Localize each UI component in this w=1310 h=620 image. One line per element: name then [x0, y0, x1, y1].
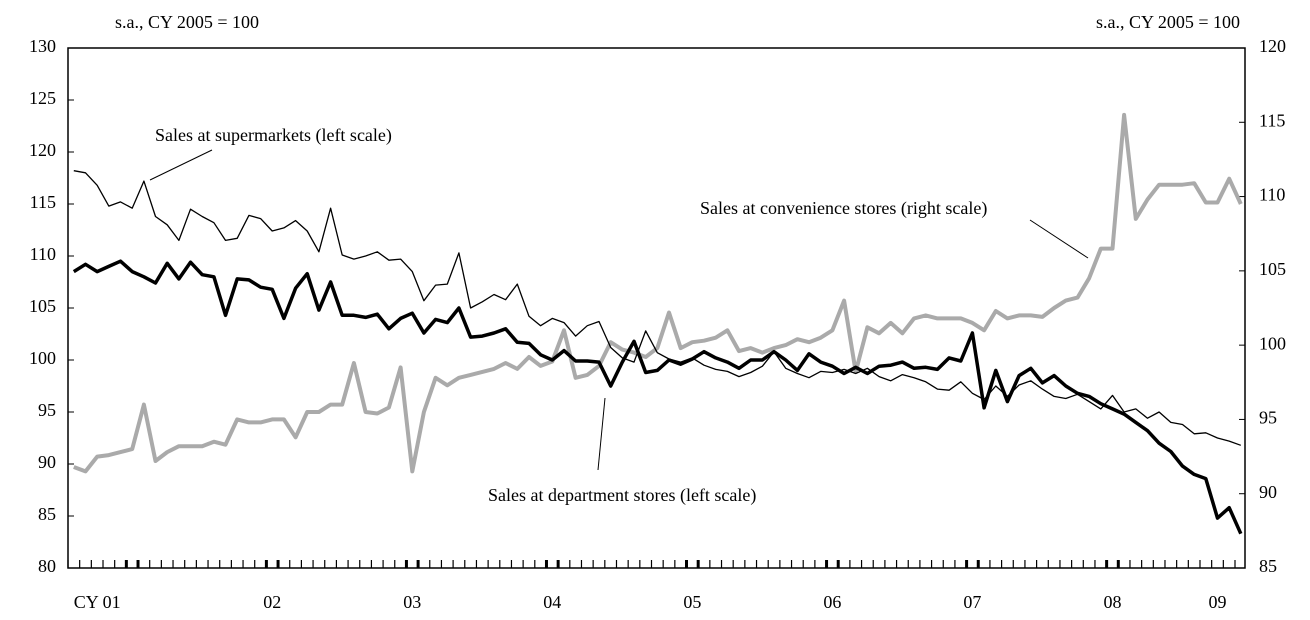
- y-tick-label: 100: [29, 348, 56, 368]
- y2-tick-label: 100: [1259, 333, 1286, 353]
- y-tick-label: 95: [38, 400, 56, 420]
- y2-tick-label: 95: [1259, 408, 1277, 428]
- x-tick-label: 07: [963, 592, 981, 612]
- y-tick-label: 125: [29, 88, 56, 108]
- x-tick-label: 05: [683, 592, 701, 612]
- x-tick-label: 02: [263, 592, 281, 612]
- annotation: Sales at convenience stores (right scale…: [700, 198, 987, 219]
- y2-tick-label: 115: [1259, 110, 1285, 130]
- series-line: [73, 170, 1242, 446]
- leader-line: [597, 397, 606, 471]
- y-tick-label: 110: [30, 244, 56, 264]
- y-tick-label: 105: [29, 296, 56, 316]
- y-tick-label: 90: [38, 452, 56, 472]
- leader-line: [149, 149, 213, 181]
- x-tick-label: CY 01: [74, 592, 121, 612]
- y2-tick-label: 110: [1259, 185, 1285, 205]
- x-tick-label: 04: [543, 592, 561, 612]
- y2-tick-label: 85: [1259, 556, 1277, 576]
- y-tick-label: 130: [29, 36, 56, 56]
- y-tick-label: 80: [38, 556, 56, 576]
- x-tick-label: 09: [1208, 592, 1226, 612]
- x-tick-label: 03: [403, 592, 421, 612]
- x-tick-label: 08: [1103, 592, 1121, 612]
- annotation: Sales at supermarkets (left scale): [155, 125, 392, 146]
- y-tick-label: 115: [30, 192, 56, 212]
- y2-tick-label: 105: [1259, 259, 1286, 279]
- leader-line: [1029, 219, 1089, 259]
- y-tick-label: 120: [29, 140, 56, 160]
- x-tick-label: 06: [823, 592, 841, 612]
- y2-axis-label: s.a., CY 2005 = 100: [1096, 12, 1240, 32]
- annotation: Sales at department stores (left scale): [488, 485, 756, 506]
- series-line: [73, 112, 1243, 474]
- y-axis-label: s.a., CY 2005 = 100: [115, 12, 259, 32]
- series-line: [72, 259, 1243, 535]
- y2-tick-label: 120: [1259, 36, 1286, 56]
- y2-tick-label: 90: [1259, 482, 1277, 502]
- y-tick-label: 85: [38, 504, 56, 524]
